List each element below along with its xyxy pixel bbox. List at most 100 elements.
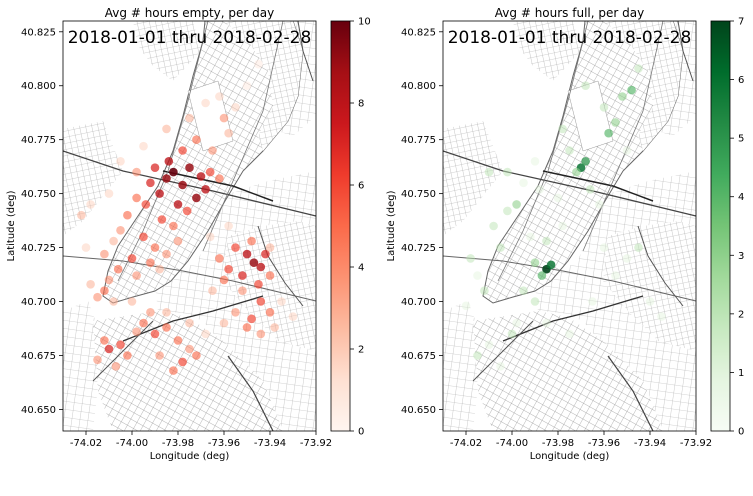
data-point: [519, 286, 528, 296]
data-point: [461, 301, 471, 311]
data-point: [132, 167, 141, 177]
data-point: [231, 103, 240, 112]
data-point: [618, 92, 627, 101]
data-point: [86, 200, 95, 209]
data-point: [657, 312, 666, 321]
data-point: [116, 157, 125, 166]
data-point: [277, 297, 286, 306]
colorbar-tick-label: 8: [358, 99, 364, 110]
y-tick-label: 40.750: [21, 189, 56, 200]
data-point: [81, 243, 91, 252]
data-point: [132, 193, 141, 203]
data-point: [205, 232, 215, 242]
data-point: [484, 167, 494, 177]
data-point: [512, 318, 521, 328]
colorbar: [330, 20, 351, 432]
data-point: [645, 297, 655, 306]
data-point: [611, 118, 620, 127]
data-point: [185, 318, 194, 328]
data-point: [93, 355, 102, 365]
y-axis: 40.650 40.675 40.700 40.725 40.750 40.775 40.8…: [401, 27, 443, 416]
data-points: [461, 64, 666, 371]
data-point: [542, 236, 551, 246]
data-point: [219, 113, 229, 123]
data-point: [242, 81, 252, 90]
colorbar-tick-label: 0: [738, 427, 744, 438]
data-point: [466, 254, 475, 263]
colorbar-tick-label: 6: [738, 75, 744, 86]
y-axis: 40.650 40.675 40.700 40.725 40.750 40.775 40.8…: [21, 27, 63, 416]
data-point: [185, 344, 194, 354]
data-point: [173, 200, 183, 209]
colorbar-tick-label: 3: [738, 251, 744, 262]
data-point: [185, 163, 194, 172]
y-axis-label: Latitude (deg): [386, 190, 397, 261]
y-tick-label: 40.750: [401, 189, 436, 200]
street-map-background: [63, 21, 316, 431]
y-tick-label: 40.650: [401, 405, 436, 416]
colorbar-tick-label: 7: [738, 17, 744, 28]
colorbar-tick-label: 10: [358, 17, 371, 28]
data-points: [77, 59, 298, 375]
data-point: [215, 174, 224, 183]
data-point: [155, 189, 164, 198]
data-point: [473, 271, 482, 280]
data-point: [595, 200, 604, 209]
data-point: [265, 243, 275, 252]
x-tick-label: -74.00: [116, 438, 148, 449]
data-point: [558, 221, 567, 231]
data-point: [530, 297, 540, 306]
data-point: [599, 103, 609, 112]
data-point: [132, 327, 141, 337]
data-point: [519, 178, 528, 188]
x-tick-label: -74.02: [450, 438, 482, 449]
data-point: [86, 280, 95, 289]
data-point: [215, 92, 224, 101]
data-point: [565, 146, 574, 155]
colorbar-tick-label: 1: [738, 368, 744, 379]
colorbar: [710, 20, 731, 432]
data-point: [178, 180, 187, 190]
data-point: [537, 271, 547, 280]
data-point: [565, 329, 574, 339]
data-point: [201, 329, 210, 339]
data-point: [634, 243, 643, 252]
data-point: [77, 210, 86, 220]
data-point: [100, 249, 109, 259]
data-point: [169, 221, 178, 231]
data-point: [247, 236, 256, 246]
data-point: [123, 210, 132, 220]
data-point: [173, 236, 183, 246]
data-point: [622, 254, 632, 263]
data-point: [100, 286, 109, 296]
data-point: [162, 308, 171, 317]
data-point: [157, 215, 167, 224]
x-axis: -74.02 -74.00 -73.98 -73.96 -73.94 -73.92: [70, 431, 332, 449]
data-point: [127, 254, 137, 263]
data-point: [238, 286, 247, 296]
data-point: [192, 135, 201, 144]
y-tick-label: 40.825: [401, 27, 436, 38]
data-point: [247, 314, 256, 324]
data-point: [622, 146, 632, 155]
data-point: [141, 200, 151, 209]
data-point: [162, 323, 171, 332]
data-point: [231, 308, 240, 317]
data-point: [116, 340, 125, 350]
data-point: [581, 157, 590, 166]
x-axis-label: Longitude (deg): [150, 451, 230, 462]
date-range-label: 2018-01-01 thru 2018-02-28: [448, 28, 692, 48]
colorbar-tick-label: 0: [358, 427, 364, 438]
data-point: [530, 157, 540, 166]
data-point: [146, 178, 155, 188]
data-point: [581, 81, 590, 90]
data-point: [146, 258, 155, 267]
x-tick-label: -73.96: [208, 438, 240, 449]
data-point: [512, 200, 521, 209]
data-point: [155, 351, 164, 360]
data-point: [507, 329, 517, 339]
data-point: [224, 128, 233, 138]
data-point: [185, 113, 194, 123]
y-tick-label: 40.800: [401, 81, 436, 92]
